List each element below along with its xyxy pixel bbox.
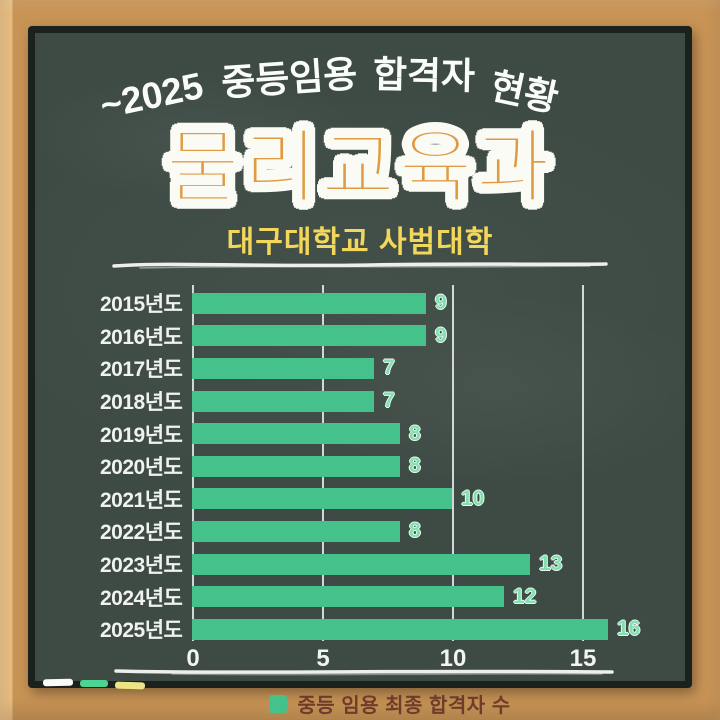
bar	[192, 390, 374, 412]
chart-legend: 중등 임용 최종 합격자 수	[30, 689, 720, 718]
top-title: ~2025 중등임용 합격자 현황	[70, 52, 590, 126]
chart-row: 2016년도 9	[100, 320, 640, 353]
bar-value-label: 13	[539, 552, 563, 576]
bar	[192, 520, 400, 542]
y-axis-label: 2025년도	[100, 619, 183, 643]
chart-row: 2015년도 9	[100, 287, 640, 320]
y-axis-label: 2021년도	[100, 488, 183, 512]
y-axis-label: 2015년도	[100, 293, 183, 317]
chart-row: 2020년도 8	[100, 450, 640, 483]
chart-row: 2017년도 7	[100, 352, 640, 385]
chart-rows: 2015년도 9 2016년도 9 2017년도 7 2018년도 7 2019년도 8 2020년…	[100, 287, 640, 646]
bar	[192, 325, 426, 347]
bar	[192, 618, 608, 640]
bar	[192, 455, 400, 477]
chart-row: 2022년도 8	[100, 515, 640, 548]
y-axis-label: 2022년도	[100, 521, 183, 545]
bar	[192, 553, 530, 575]
chart-row: 2025년도 16	[100, 613, 640, 646]
main-title: 물리교육과	[165, 122, 554, 213]
chart-row: 2021년도 10	[100, 483, 640, 516]
bar-value-label: 9	[435, 323, 447, 347]
green-chalk	[80, 680, 108, 687]
chart-row: 2023년도 13	[100, 548, 640, 581]
y-axis-label: 2016년도	[100, 325, 183, 349]
y-axis-label: 2020년도	[100, 456, 183, 480]
bar-value-label: 9	[435, 291, 447, 315]
chart-row: 2019년도 8	[100, 417, 640, 450]
gridline	[452, 285, 454, 641]
bar	[192, 423, 400, 445]
gridline	[582, 285, 584, 641]
top-title-word: 합격자	[372, 54, 476, 97]
chart-row: 2018년도 7	[100, 385, 640, 418]
bar-chart: 0 5 10 15 2015년도 9 2016년도 9 2017년도 7 2018년도 7 2019년…	[100, 285, 660, 685]
chalkboard	[28, 26, 692, 688]
bar	[192, 357, 374, 379]
bar-value-label: 10	[461, 486, 485, 510]
top-title-word: 중등임용	[219, 53, 359, 104]
bar	[192, 488, 452, 510]
bar-value-label: 7	[383, 356, 395, 380]
y-axis-label: 2024년도	[100, 586, 183, 610]
y-axis-label: 2019년도	[100, 423, 183, 447]
x-axis-tick-label: 10	[439, 645, 467, 672]
legend-swatch-icon	[269, 694, 288, 713]
bar-value-label: 8	[409, 421, 421, 445]
bar-value-label: 16	[617, 617, 641, 641]
bar-value-label: 8	[409, 454, 421, 478]
legend-label: 중등 임용 최종 합격자 수	[297, 695, 511, 717]
bar	[192, 586, 504, 608]
y-axis-label: 2023년도	[100, 554, 183, 578]
y-axis-label: 2018년도	[100, 391, 183, 415]
bar-value-label: 12	[513, 584, 537, 608]
x-axis-tick-label: 0	[186, 645, 200, 672]
x-axis-tick-label: 15	[569, 645, 597, 672]
bar-value-label: 7	[383, 389, 395, 413]
subtitle: 대구대학교 사범대학	[226, 226, 494, 259]
white-chalk	[42, 678, 74, 687]
x-axis-tick-label: 5	[316, 645, 330, 672]
bar	[192, 292, 426, 314]
bar-value-label: 8	[409, 519, 421, 543]
y-axis-label: 2017년도	[100, 358, 183, 382]
chart-row: 2024년도 12	[100, 580, 640, 613]
